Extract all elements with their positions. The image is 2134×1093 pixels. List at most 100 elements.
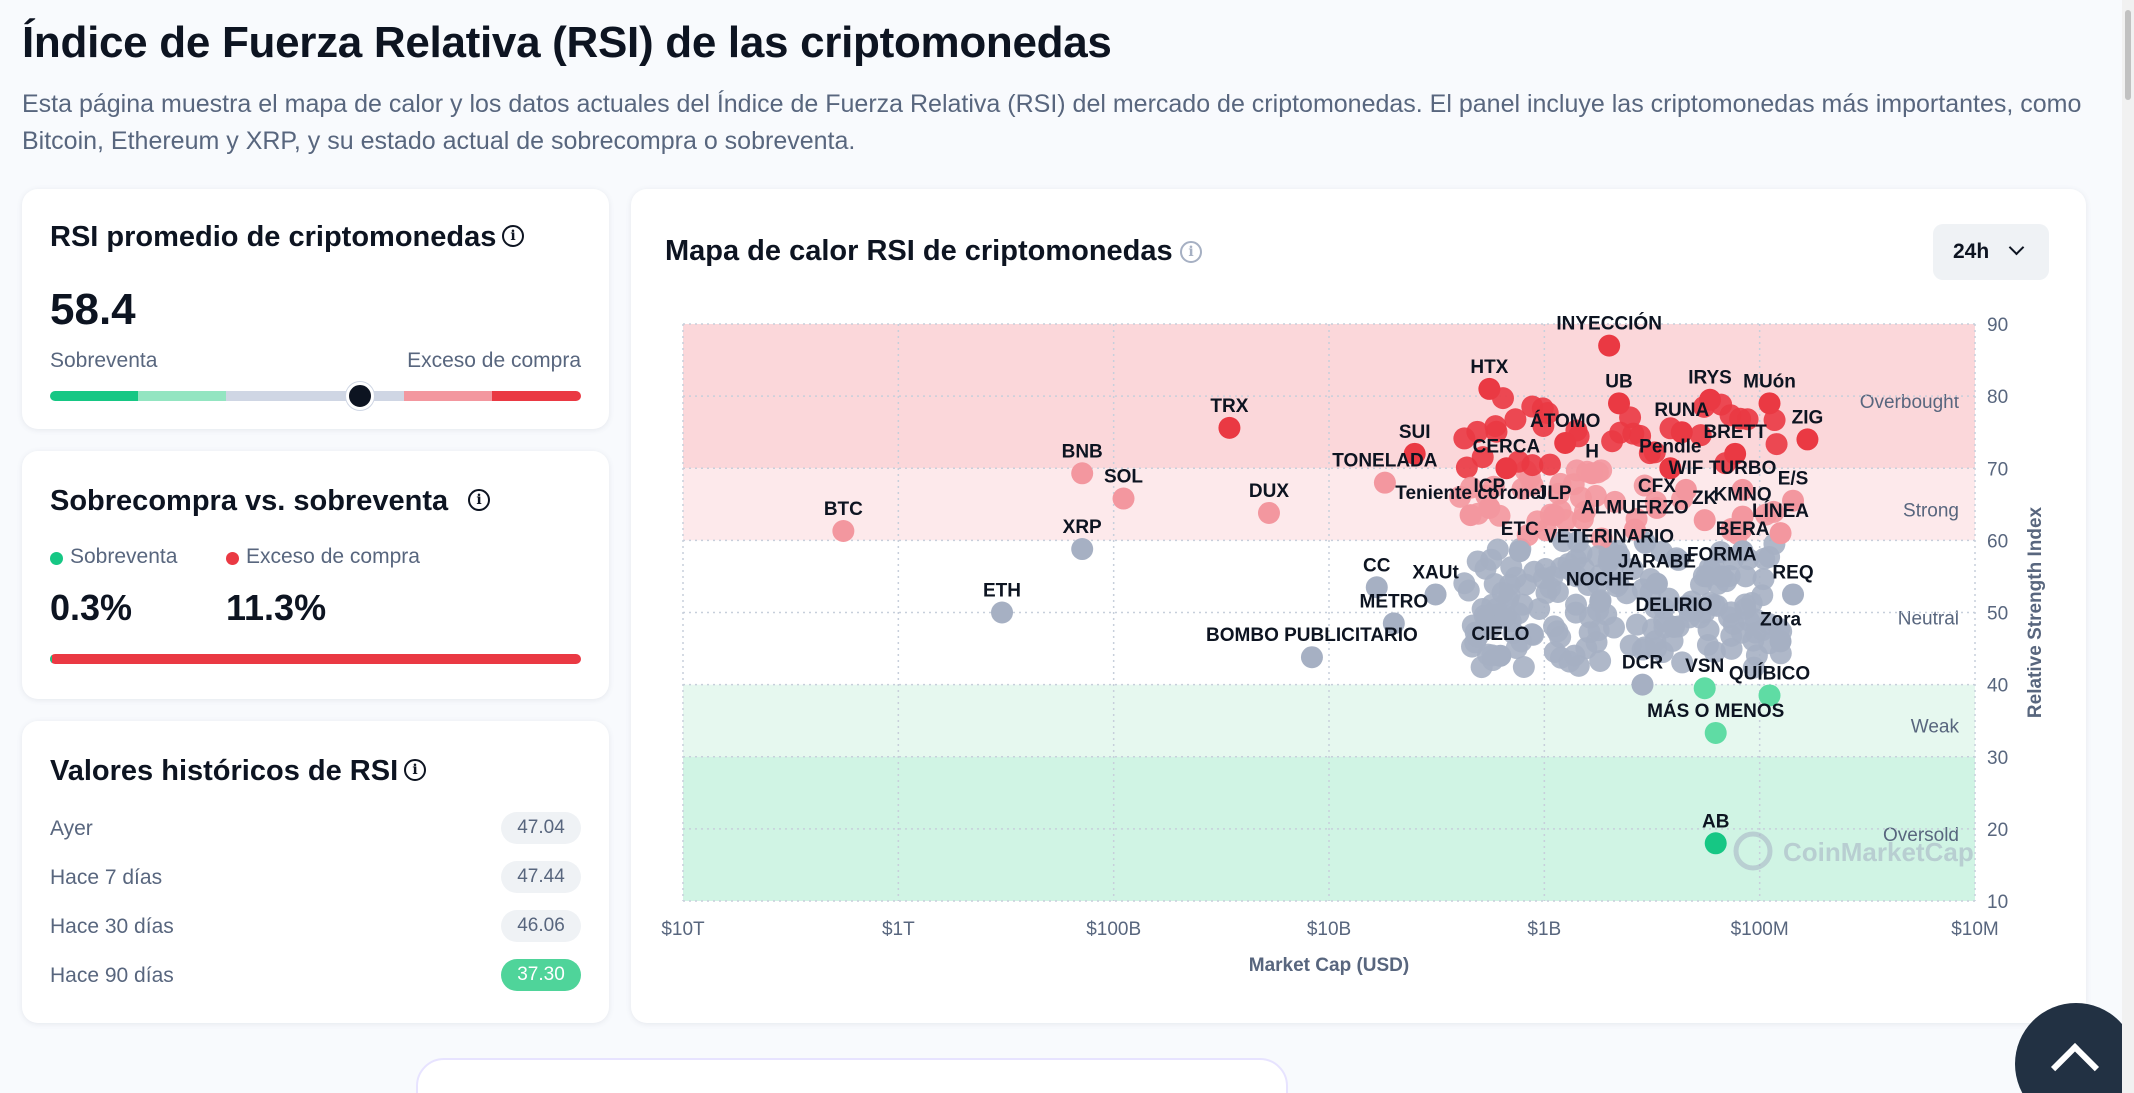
scrollbar-thumb[interactable] — [2125, 10, 2131, 100]
point-label: ÁTOMO — [1530, 410, 1600, 432]
scatter-point[interactable] — [1598, 547, 1621, 570]
scatter-point[interactable] — [1724, 442, 1747, 465]
point-label: HTX — [1470, 357, 1508, 378]
scroll-to-top-button[interactable] — [2015, 1003, 2134, 1093]
point-label: TONELADA — [1332, 451, 1437, 472]
bg-point — [1754, 503, 1777, 526]
page-description: Esta página muestra el mapa de calor y l… — [22, 90, 2082, 155]
point-label: BNB — [1062, 441, 1103, 462]
scatter-point[interactable] — [1710, 565, 1733, 588]
scatter-point[interactable] — [1699, 388, 1722, 411]
scatter-point[interactable] — [1659, 457, 1682, 480]
x-tick-label: $10B — [1307, 919, 1351, 940]
scatter-point[interactable] — [1623, 518, 1646, 541]
point-label: VETERINARIO — [1544, 526, 1674, 547]
bg-point — [1603, 490, 1626, 513]
info-icon[interactable]: i — [468, 489, 490, 511]
scatter-point[interactable] — [1589, 590, 1612, 613]
point-label: E/S — [1778, 469, 1809, 490]
scatter-point[interactable] — [1731, 478, 1754, 501]
scatter-point[interactable] — [1543, 504, 1566, 527]
scatter-point[interactable] — [1459, 504, 1482, 527]
scatter-point[interactable] — [1489, 644, 1512, 667]
scatter-point[interactable] — [1218, 416, 1241, 439]
point-label: Pendle — [1639, 436, 1701, 457]
point-label: AB — [1702, 811, 1729, 832]
point-label: CC — [1363, 555, 1391, 576]
scatter-point[interactable] — [1300, 646, 1323, 669]
scatter-point[interactable] — [1693, 509, 1716, 532]
scatter-point[interactable] — [1071, 538, 1094, 561]
info-icon[interactable]: i — [502, 225, 524, 247]
scatter-point[interactable] — [1731, 505, 1754, 528]
scatter-point[interactable] — [1731, 540, 1754, 563]
scatter-point[interactable] — [1581, 462, 1604, 485]
scatter-point[interactable] — [1608, 392, 1631, 415]
scatter-point[interactable] — [832, 519, 855, 542]
bg-point — [1585, 631, 1608, 654]
oversold-label: Sobreventa — [50, 349, 158, 372]
scatter-point[interactable] — [991, 601, 1014, 624]
bg-point — [1522, 623, 1545, 646]
bg-point — [1514, 573, 1537, 596]
scatter-point[interactable] — [1769, 522, 1792, 545]
point-label: SUI — [1399, 422, 1431, 443]
timeframe-value: 24h — [1953, 240, 1990, 263]
scatter-point[interactable] — [1554, 432, 1577, 455]
ob-os-bar — [50, 654, 581, 664]
bg-point — [1638, 442, 1661, 465]
rsi-scatter-chart[interactable]: Overbought Strong Neutral Weak Oversold 10 20… — [631, 189, 2086, 1023]
scatter-point[interactable] — [1782, 489, 1805, 512]
scatter-point[interactable] — [1495, 457, 1518, 480]
scatter-point[interactable] — [1796, 428, 1819, 451]
scatter-point[interactable] — [1478, 377, 1501, 400]
page-title: Índice de Fuerza Relativa (RSI) de las c… — [22, 18, 1112, 67]
heatmap-card: Mapa de calor RSI de criptomonedas i 24h… — [631, 189, 2086, 1023]
scatter-point[interactable] — [1365, 576, 1388, 599]
scatter-point[interactable] — [1598, 334, 1621, 357]
scatter-point[interactable] — [1769, 630, 1792, 653]
scatter-point[interactable] — [1403, 442, 1426, 465]
info-icon[interactable]: i — [1180, 241, 1202, 263]
bg-point — [1763, 409, 1786, 432]
bottom-promo-banner[interactable] — [416, 1058, 1288, 1093]
scatter-point[interactable] — [1478, 496, 1501, 519]
info-icon[interactable]: i — [404, 759, 426, 781]
scatter-point[interactable] — [1704, 721, 1727, 744]
scatter-point[interactable] — [1071, 462, 1094, 485]
gauge-segment-strong — [404, 391, 492, 401]
point-label: QUÍBICO — [1729, 662, 1810, 684]
scatter-point[interactable] — [1382, 612, 1405, 635]
scatter-point[interactable] — [1758, 684, 1781, 707]
zone-label-oversold: Oversold — [1883, 825, 1959, 846]
scatter-point[interactable] — [1424, 583, 1447, 606]
history-label-7d: Hace 7 días — [50, 866, 163, 889]
oversold-legend-dot — [50, 552, 63, 565]
point-label: FORMA — [1687, 544, 1757, 565]
scatter-point[interactable] — [1631, 673, 1654, 696]
scatter-point[interactable] — [1112, 487, 1135, 510]
bg-point — [1589, 563, 1612, 586]
x-tick-label: $1B — [1527, 919, 1561, 940]
scatter-point[interactable] — [1782, 583, 1805, 606]
zone-label-overbought: Overbought — [1860, 392, 1960, 413]
scatter-point[interactable] — [1704, 832, 1727, 855]
scatter-point[interactable] — [1758, 392, 1781, 415]
bg-point — [1678, 599, 1701, 622]
scatter-point[interactable] — [1674, 478, 1697, 501]
point-label: JARABE — [1618, 552, 1696, 573]
page-scrollbar[interactable] — [2122, 0, 2134, 1093]
scatter-point[interactable] — [1662, 615, 1685, 638]
point-label: MUón — [1743, 371, 1796, 392]
scatter-point[interactable] — [1257, 501, 1280, 524]
chevron-up-icon — [2050, 1042, 2100, 1092]
scatter-point[interactable] — [1373, 471, 1396, 494]
scatter-point[interactable] — [1670, 421, 1693, 444]
scatter-point[interactable] — [1693, 677, 1716, 700]
scatter-point[interactable] — [1645, 496, 1668, 519]
point-label: SOL — [1104, 467, 1143, 488]
scatter-point[interactable] — [1645, 572, 1668, 595]
timeframe-select[interactable]: 24h — [1933, 224, 2049, 280]
rsi-gauge — [50, 382, 581, 410]
scatter-point[interactable] — [1508, 540, 1531, 563]
